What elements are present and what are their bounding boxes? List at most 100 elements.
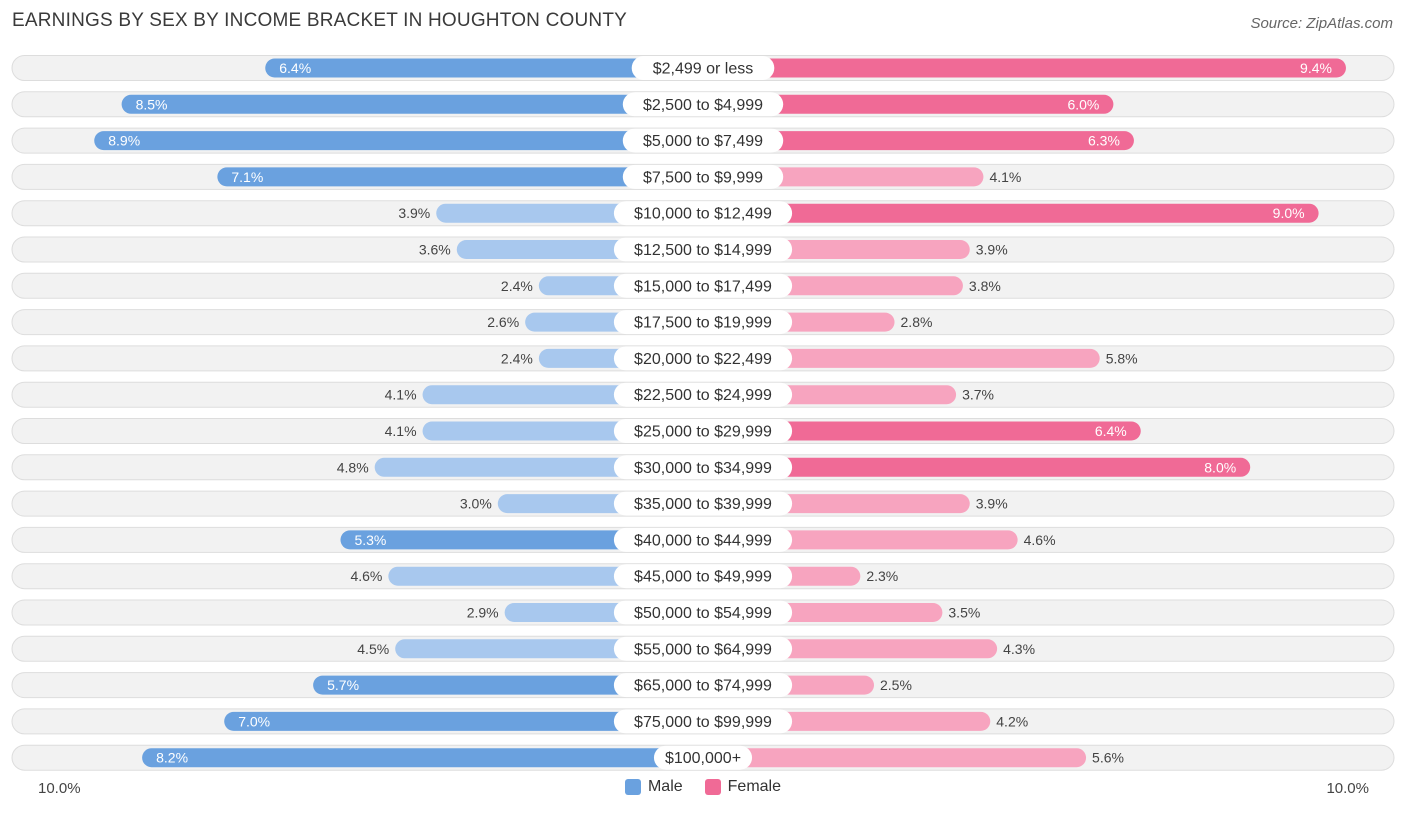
category-label-bg [613, 564, 793, 589]
male-bar [265, 58, 703, 78]
category-label: $2,500 to $4,999 [643, 97, 763, 114]
category-label: $45,000 to $49,999 [634, 569, 772, 586]
legend-item-male[interactable]: Male [624, 778, 683, 796]
category-label-bg [613, 709, 793, 734]
male-bar [94, 131, 704, 151]
male-bar [142, 748, 703, 768]
category-label-bg [613, 382, 793, 407]
category-label: $40,000 to $44,999 [634, 532, 772, 549]
male-value-label: 6.4% [279, 60, 311, 76]
female-value-label: 5.8% [1106, 350, 1138, 366]
female-value-label: 6.4% [1095, 423, 1127, 439]
male-value-label: 2.9% [467, 605, 499, 621]
source-note: Source: ZipAtlas.com [1250, 15, 1393, 32]
category-label-bg [613, 636, 793, 661]
male-value-label: 7.0% [238, 713, 270, 729]
male-bar [224, 711, 703, 731]
legend-swatch-female [704, 779, 721, 795]
female-value-label: 2.3% [866, 568, 898, 584]
category-label: $100,000+ [665, 750, 741, 767]
axis-left-label: 10.0% [38, 780, 81, 797]
category-label: $65,000 to $74,999 [634, 678, 772, 695]
male-value-label: 5.7% [327, 677, 359, 693]
male-bar [313, 675, 703, 695]
category-label: $15,000 to $17,499 [634, 278, 772, 295]
female-bar [703, 131, 1134, 151]
male-value-label: 4.8% [337, 459, 369, 475]
female-value-label: 3.7% [962, 387, 994, 403]
female-value-label: 3.5% [948, 605, 980, 621]
category-label: $55,000 to $64,999 [634, 641, 772, 658]
male-bar [217, 167, 704, 187]
category-label-bg [613, 673, 793, 698]
legend-swatch-male [624, 779, 641, 795]
male-value-label: 8.2% [156, 750, 188, 766]
female-value-label: 9.4% [1300, 60, 1332, 76]
female-value-label: 3.9% [976, 242, 1008, 258]
female-bar [703, 348, 1100, 368]
category-label-bg [631, 56, 775, 80]
female-bar [703, 58, 1346, 78]
category-label-bg [622, 164, 784, 189]
male-value-label: 2.4% [501, 278, 533, 294]
category-label: $20,000 to $22,499 [634, 351, 772, 368]
category-label-bg [622, 128, 784, 153]
male-value-label: 2.6% [487, 314, 519, 330]
female-value-label: 6.0% [1067, 96, 1099, 112]
male-bar [340, 530, 703, 550]
male-value-label: 3.9% [398, 205, 430, 221]
female-value-label: 6.3% [1088, 133, 1120, 149]
male-value-label: 4.1% [385, 387, 417, 403]
category-label: $7,500 to $9,999 [643, 169, 763, 186]
category-label-bg [622, 92, 784, 117]
category-label-bg [613, 237, 793, 262]
male-value-label: 4.5% [357, 641, 389, 657]
category-label-bg [613, 455, 793, 480]
female-value-label: 4.6% [1024, 532, 1056, 548]
category-label-bg [613, 527, 793, 552]
category-label-bg [613, 346, 793, 371]
female-value-label: 4.3% [1003, 641, 1035, 657]
axis-right-label: 10.0% [1326, 780, 1369, 797]
legend-label-female: Female [727, 778, 782, 795]
male-value-label: 8.5% [136, 96, 168, 112]
category-label: $35,000 to $39,999 [634, 496, 772, 513]
category-label-bg [613, 273, 793, 298]
category-label-bg [653, 745, 753, 770]
category-label: $75,000 to $99,999 [634, 714, 772, 731]
legend: Male Female [0, 778, 1406, 796]
legend-item-female[interactable]: Female [704, 778, 782, 796]
chart-svg: 6.4% 9.4% $2,499 or less 8.5% 6.0% $2,500 to … [11, 55, 1395, 771]
female-bar [703, 421, 1141, 441]
category-label: $30,000 to $34,999 [634, 460, 772, 477]
male-value-label: 8.9% [108, 133, 140, 149]
category-label: $5,000 to $7,499 [643, 133, 763, 150]
male-value-label: 3.0% [460, 496, 492, 512]
category-label-bg [613, 419, 793, 443]
female-bar [703, 203, 1319, 223]
female-bar [703, 94, 1114, 114]
female-bar [703, 748, 1087, 768]
male-value-label: 7.1% [231, 169, 263, 185]
category-label: $17,500 to $19,999 [634, 315, 772, 332]
legend-label-male: Male [647, 778, 683, 795]
category-label: $25,000 to $29,999 [634, 424, 772, 441]
female-value-label: 9.0% [1273, 205, 1305, 221]
female-value-label: 3.9% [976, 496, 1008, 512]
female-value-label: 3.8% [969, 278, 1001, 294]
male-bar [121, 94, 704, 114]
male-value-label: 5.3% [354, 532, 386, 548]
female-value-label: 8.0% [1204, 459, 1236, 475]
category-label-bg [613, 201, 793, 226]
category-label-bg [613, 600, 793, 625]
male-value-label: 4.6% [350, 568, 382, 584]
female-value-label: 2.8% [901, 314, 933, 330]
female-bar [703, 457, 1251, 477]
category-label-bg [613, 491, 793, 516]
category-label: $22,500 to $24,999 [634, 387, 772, 404]
female-value-label: 5.6% [1092, 750, 1124, 766]
category-label: $50,000 to $54,999 [634, 605, 772, 622]
chart-title: EARNINGS BY SEX BY INCOME BRACKET IN HOU… [12, 10, 627, 31]
female-value-label: 4.2% [996, 713, 1028, 729]
male-value-label: 4.1% [385, 423, 417, 439]
